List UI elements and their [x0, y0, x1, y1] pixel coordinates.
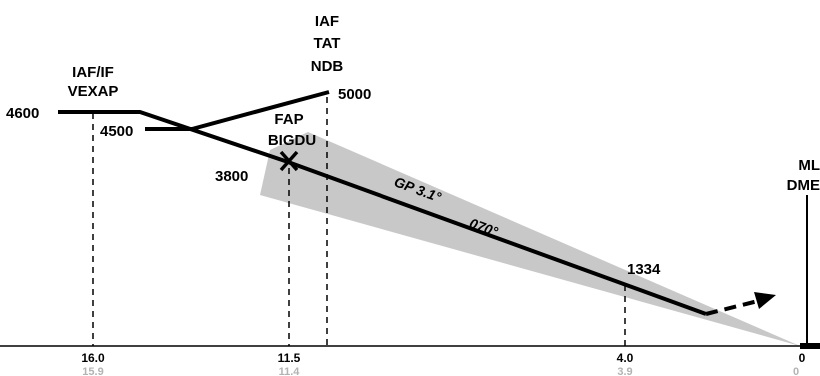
altitude-3800: 3800 [215, 168, 248, 185]
distance-16-alt: 15.9 [82, 366, 103, 376]
distance-115: 11.5 [278, 351, 301, 365]
dme-label: DME [787, 177, 820, 194]
altitude-1334: 1334 [627, 261, 661, 278]
distance-0-alt: 0 [793, 366, 799, 376]
ndb-label: NDB [311, 58, 344, 75]
altitude-4600: 4600 [6, 105, 39, 122]
fap-label: FAP [274, 111, 303, 128]
missed-approach-arrow [754, 292, 776, 309]
altitude-4500: 4500 [100, 123, 133, 140]
fap-cross-icon-stroke [279, 150, 299, 172]
vexap-label: VEXAP [68, 83, 119, 100]
ml-label: ML [798, 157, 820, 174]
distance-115-alt: 11.4 [279, 366, 301, 376]
distance-4: 4.0 [617, 351, 634, 365]
approach-surface-wedge [260, 132, 800, 346]
missed-approach-line [705, 299, 759, 316]
iaf-if-label: IAF/IF [72, 64, 114, 81]
distance-4-alt: 3.9 [617, 366, 632, 376]
altitude-5000: 5000 [338, 86, 371, 103]
distance-0: 0 [799, 351, 806, 365]
bigdu-label: BIGDU [268, 132, 316, 149]
distance-16: 16.0 [81, 351, 105, 365]
iaf-label: IAF [315, 13, 339, 30]
tat-label: TAT [314, 35, 341, 52]
tat-transition-path [145, 90, 330, 131]
approach-path [58, 110, 707, 316]
